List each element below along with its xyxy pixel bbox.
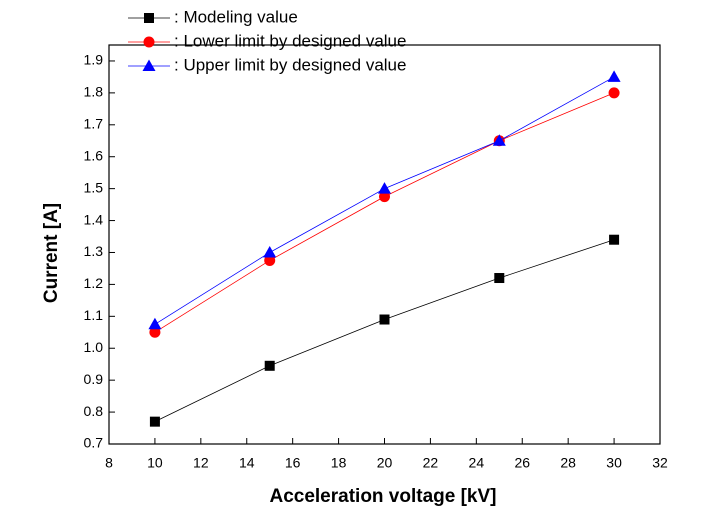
y-tick-label: 1.8 — [84, 84, 104, 100]
y-tick-label: 1.1 — [84, 307, 104, 323]
data-point — [607, 70, 621, 82]
legend-label: : Upper limit by designed value — [174, 55, 406, 74]
y-tick-label: 0.7 — [84, 435, 104, 451]
data-point — [264, 360, 275, 371]
data-point — [379, 314, 390, 325]
y-tick-label: 1.5 — [84, 179, 104, 195]
y-tick-label: 0.8 — [84, 403, 104, 419]
data-point — [149, 326, 161, 338]
y-tick-label: 1.4 — [84, 211, 104, 227]
x-tick-label: 8 — [105, 455, 113, 471]
data-point — [149, 416, 160, 427]
x-tick-label: 14 — [239, 455, 255, 471]
data-point — [379, 191, 390, 203]
x-tick-label: 26 — [514, 455, 530, 471]
data-point — [494, 273, 505, 284]
x-axis-label: Acceleration voltage [kV] — [269, 486, 496, 507]
plot-frame — [108, 44, 661, 445]
y-tick-label: 1.9 — [84, 52, 104, 68]
x-tick-label: 20 — [377, 455, 393, 471]
x-tick-label: 24 — [469, 455, 485, 471]
y-tick-label: 1.6 — [84, 147, 104, 163]
y-tick-label: 1.3 — [84, 243, 104, 259]
x-tick-label: 16 — [285, 455, 301, 471]
y-tick-label: 1.0 — [84, 339, 104, 355]
x-tick-label: 10 — [147, 455, 163, 471]
y-tick-label: 1.2 — [84, 275, 104, 291]
x-tick-label: 28 — [560, 455, 576, 471]
data-point — [148, 317, 162, 330]
y-axis-label: Current [A] — [41, 203, 62, 303]
data-point — [264, 254, 276, 266]
legend-marker — [142, 59, 156, 71]
y-tick-label: 1.7 — [84, 116, 104, 132]
data-point — [608, 87, 620, 99]
data-point — [492, 134, 506, 146]
x-tick-label: 32 — [652, 455, 668, 471]
legend-label: : Lower limit by designed value — [174, 31, 406, 50]
x-tick-label: 30 — [606, 455, 622, 471]
series-line — [154, 239, 615, 423]
x-tick-label: 18 — [331, 455, 347, 471]
series-line — [154, 92, 615, 333]
x-tick-label: 12 — [193, 455, 209, 471]
data-point — [263, 245, 277, 258]
legend-marker — [144, 13, 154, 23]
legend-marker — [143, 36, 155, 48]
y-tick-label: 0.9 — [84, 371, 104, 387]
data-point — [609, 234, 620, 245]
x-tick-label: 22 — [423, 455, 439, 471]
data-point — [378, 182, 391, 194]
legend-label: : Modeling value — [174, 7, 298, 26]
